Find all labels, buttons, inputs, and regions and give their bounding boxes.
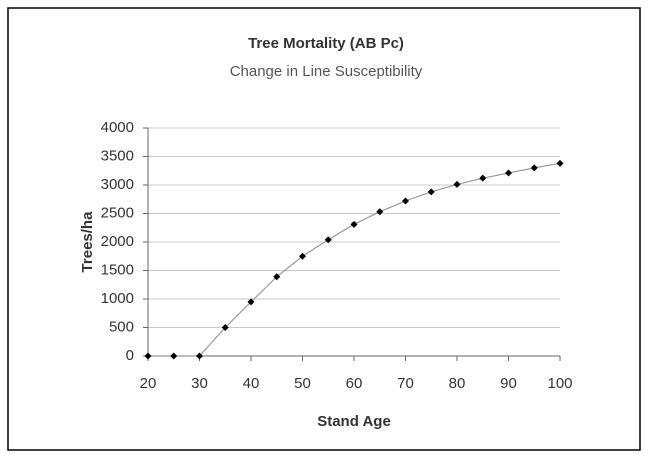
y-tick-label: 1000 xyxy=(101,290,134,307)
x-tick-label: 60 xyxy=(346,375,363,392)
data-point xyxy=(144,352,152,360)
x-tick-label: 70 xyxy=(397,375,414,392)
chart-title: Tree Mortality (AB Pc) xyxy=(248,35,404,52)
y-axis-label: Trees/ha xyxy=(79,211,96,273)
data-point xyxy=(479,174,487,182)
chart-subtitle: Change in Line Susceptibility xyxy=(230,63,423,80)
x-tick-label: 20 xyxy=(140,375,157,392)
data-point xyxy=(170,352,178,360)
data-point xyxy=(376,208,384,216)
data-point xyxy=(324,236,332,244)
data-point xyxy=(247,298,255,306)
data-point xyxy=(530,164,538,172)
data-point xyxy=(505,169,512,177)
x-tick-label: 40 xyxy=(243,375,260,392)
y-tick-label: 4000 xyxy=(101,119,134,136)
x-tick-label: 80 xyxy=(449,375,466,392)
y-tick-label: 500 xyxy=(109,318,134,335)
data-point xyxy=(221,324,229,331)
data-point xyxy=(350,220,358,228)
data-point xyxy=(273,273,281,281)
data-point xyxy=(556,159,564,167)
data-point xyxy=(299,252,306,260)
x-tick-label: 50 xyxy=(294,375,311,392)
chart-frame xyxy=(7,7,641,451)
x-axis-label: Stand Age xyxy=(317,413,391,430)
data-point xyxy=(196,352,203,360)
x-tick-label: 100 xyxy=(547,375,572,392)
data-point xyxy=(402,197,409,205)
y-tick-label: 3000 xyxy=(101,176,134,193)
y-tick-label: 3500 xyxy=(101,147,134,164)
y-tick-label: 2000 xyxy=(101,233,134,250)
x-tick-label: 90 xyxy=(500,375,517,392)
y-tick-label: 2500 xyxy=(101,204,134,221)
y-tick-label: 1500 xyxy=(101,261,134,278)
x-tick-label: 30 xyxy=(191,375,208,392)
data-point xyxy=(427,188,435,196)
y-tick-label: 0 xyxy=(126,347,134,364)
data-point xyxy=(453,180,461,188)
